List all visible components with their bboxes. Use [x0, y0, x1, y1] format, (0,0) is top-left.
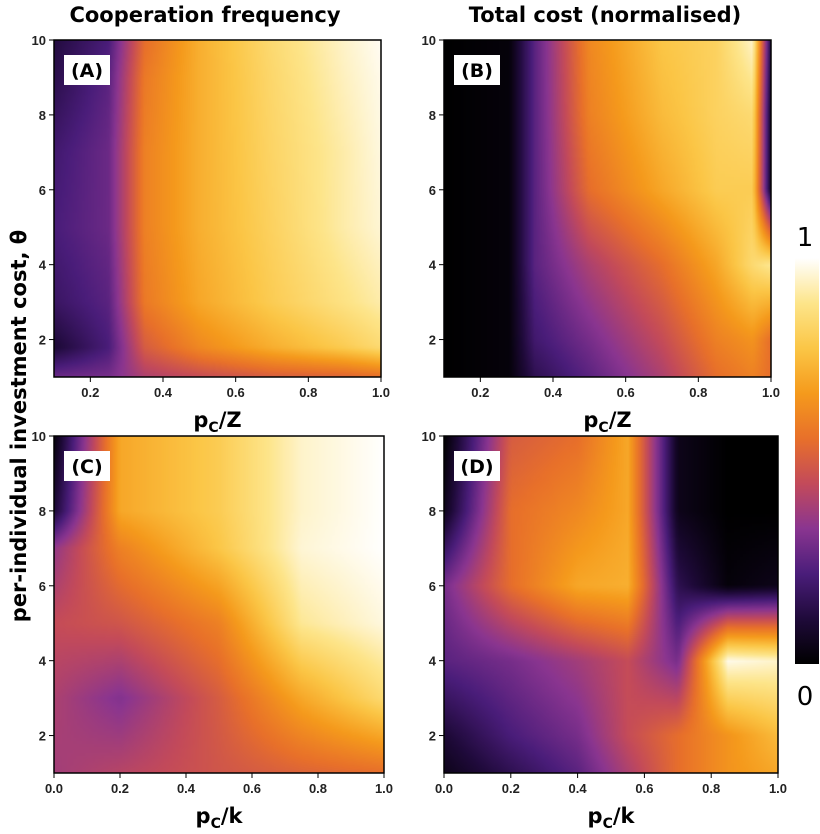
x-tick-label: 0.8	[299, 385, 317, 400]
y-tick-label: 6	[39, 183, 46, 198]
x-tick-label: 0.2	[471, 385, 489, 400]
colorbar-min-label: 0	[797, 682, 814, 712]
x-axis-label-subscript: C	[211, 816, 221, 832]
x-axis-label-d: pC/k	[588, 804, 636, 832]
panel-label-c: (C)	[71, 456, 102, 478]
x-axis-label-c: pC/k	[196, 804, 244, 832]
y-tick-label: 2	[429, 729, 436, 744]
column-title-left: Cooperation frequency	[69, 3, 340, 27]
panel-label-a: (A)	[71, 60, 103, 82]
x-tick-label: 0.8	[309, 781, 327, 796]
heatmap-a	[54, 40, 381, 377]
heatmap-b	[444, 40, 771, 377]
panel-label-background	[454, 55, 500, 85]
x-axis-label-subscript: C	[598, 420, 608, 436]
plot-frame-a	[53, 39, 382, 378]
panel-d: 0.0 0.2 0.4 0.6 0.8 1.0 2 4 6 8 10 pC/k (D)	[422, 429, 788, 832]
x-axis-label-rest: /k	[613, 804, 636, 828]
panel-b: 0.2 0.4 0.6 0.8 1.0 2 4 6 8 10 pC/Z (B)	[422, 33, 781, 436]
x-tick-label: 0.6	[243, 781, 261, 796]
panel-label-d: (D)	[460, 456, 493, 478]
x-tick-label: 1.0	[375, 781, 393, 796]
y-tick-label: 10	[32, 429, 46, 444]
plot-frame-d	[443, 435, 779, 774]
x-tick-label: 0.2	[502, 781, 520, 796]
colorbar-bar	[795, 258, 819, 664]
panel-label-background	[64, 451, 110, 481]
y-tick-label: 2	[39, 729, 46, 744]
x-tick-label: 1.0	[762, 385, 780, 400]
x-axis-label-main: p	[583, 408, 598, 432]
x-tick-label: 0.4	[544, 385, 563, 400]
colorbar: 1 0	[795, 223, 819, 712]
x-axis-label-rest: /k	[221, 804, 244, 828]
y-tick-label: 10	[422, 429, 436, 444]
x-tick-label: 1.0	[769, 781, 787, 796]
y-tick-label: 6	[429, 183, 436, 198]
y-tick-label: 2	[39, 333, 46, 348]
y-tick-label: 10	[422, 33, 436, 48]
x-tick-label: 0.4	[569, 781, 588, 796]
x-tick-label: 0.0	[435, 781, 453, 796]
x-axis-label-rest: /Z	[609, 408, 632, 432]
x-tick-label: 1.0	[372, 385, 390, 400]
y-tick-label: 4	[39, 258, 47, 273]
y-tick-label: 4	[429, 258, 437, 273]
x-tick-label: 0.6	[227, 385, 245, 400]
x-axis-label-main: p	[196, 804, 211, 828]
x-tick-label: 0.6	[617, 385, 635, 400]
y-tick-label: 6	[39, 579, 46, 594]
heatmap-c	[54, 436, 384, 773]
x-tick-label: 0.8	[702, 781, 720, 796]
x-tick-label: 0.2	[111, 781, 129, 796]
panel-label-background	[454, 451, 500, 481]
x-axis-label-main: p	[193, 408, 208, 432]
x-tick-label: 0.6	[635, 781, 653, 796]
y-tick-label: 4	[39, 654, 47, 669]
x-axis-label-rest: /Z	[219, 408, 242, 432]
x-tick-label: 0.4	[154, 385, 173, 400]
y-tick-label: 6	[429, 579, 436, 594]
y-tick-label: 8	[429, 108, 436, 123]
x-axis-label-main: p	[588, 804, 603, 828]
y-axis-label: per-individual investment cost, θ	[7, 230, 31, 622]
colorbar-max-label: 1	[797, 223, 814, 253]
panel-label-background	[64, 55, 110, 85]
y-tick-label: 8	[39, 504, 46, 519]
x-tick-label: 0.4	[177, 781, 196, 796]
plot-frame-c	[53, 435, 385, 774]
x-axis-label-b: pC/Z	[583, 408, 631, 436]
x-tick-label: 0.2	[81, 385, 99, 400]
panel-a: 0.2 0.4 0.6 0.8 1.0 2 4 6 8 10 pC/Z (A)	[32, 33, 391, 436]
x-axis-label-subscript: C	[208, 420, 218, 436]
column-title-right: Total cost (normalised)	[469, 3, 742, 27]
x-axis-label-a: pC/Z	[193, 408, 241, 436]
panel-label-b: (B)	[461, 60, 493, 82]
panel-c: 0.0 0.2 0.4 0.6 0.8 1.0 2 4 6 8 10 pC/k (C)	[32, 429, 394, 832]
heatmap-d	[444, 436, 778, 773]
x-axis-label-subscript: C	[603, 816, 613, 832]
y-tick-label: 2	[429, 333, 436, 348]
x-tick-label: 0.0	[45, 781, 63, 796]
y-tick-label: 10	[32, 33, 46, 48]
plot-frame-b	[443, 39, 772, 378]
y-tick-label: 4	[429, 654, 437, 669]
y-tick-label: 8	[429, 504, 436, 519]
y-tick-label: 8	[39, 108, 46, 123]
x-tick-label: 0.8	[689, 385, 707, 400]
